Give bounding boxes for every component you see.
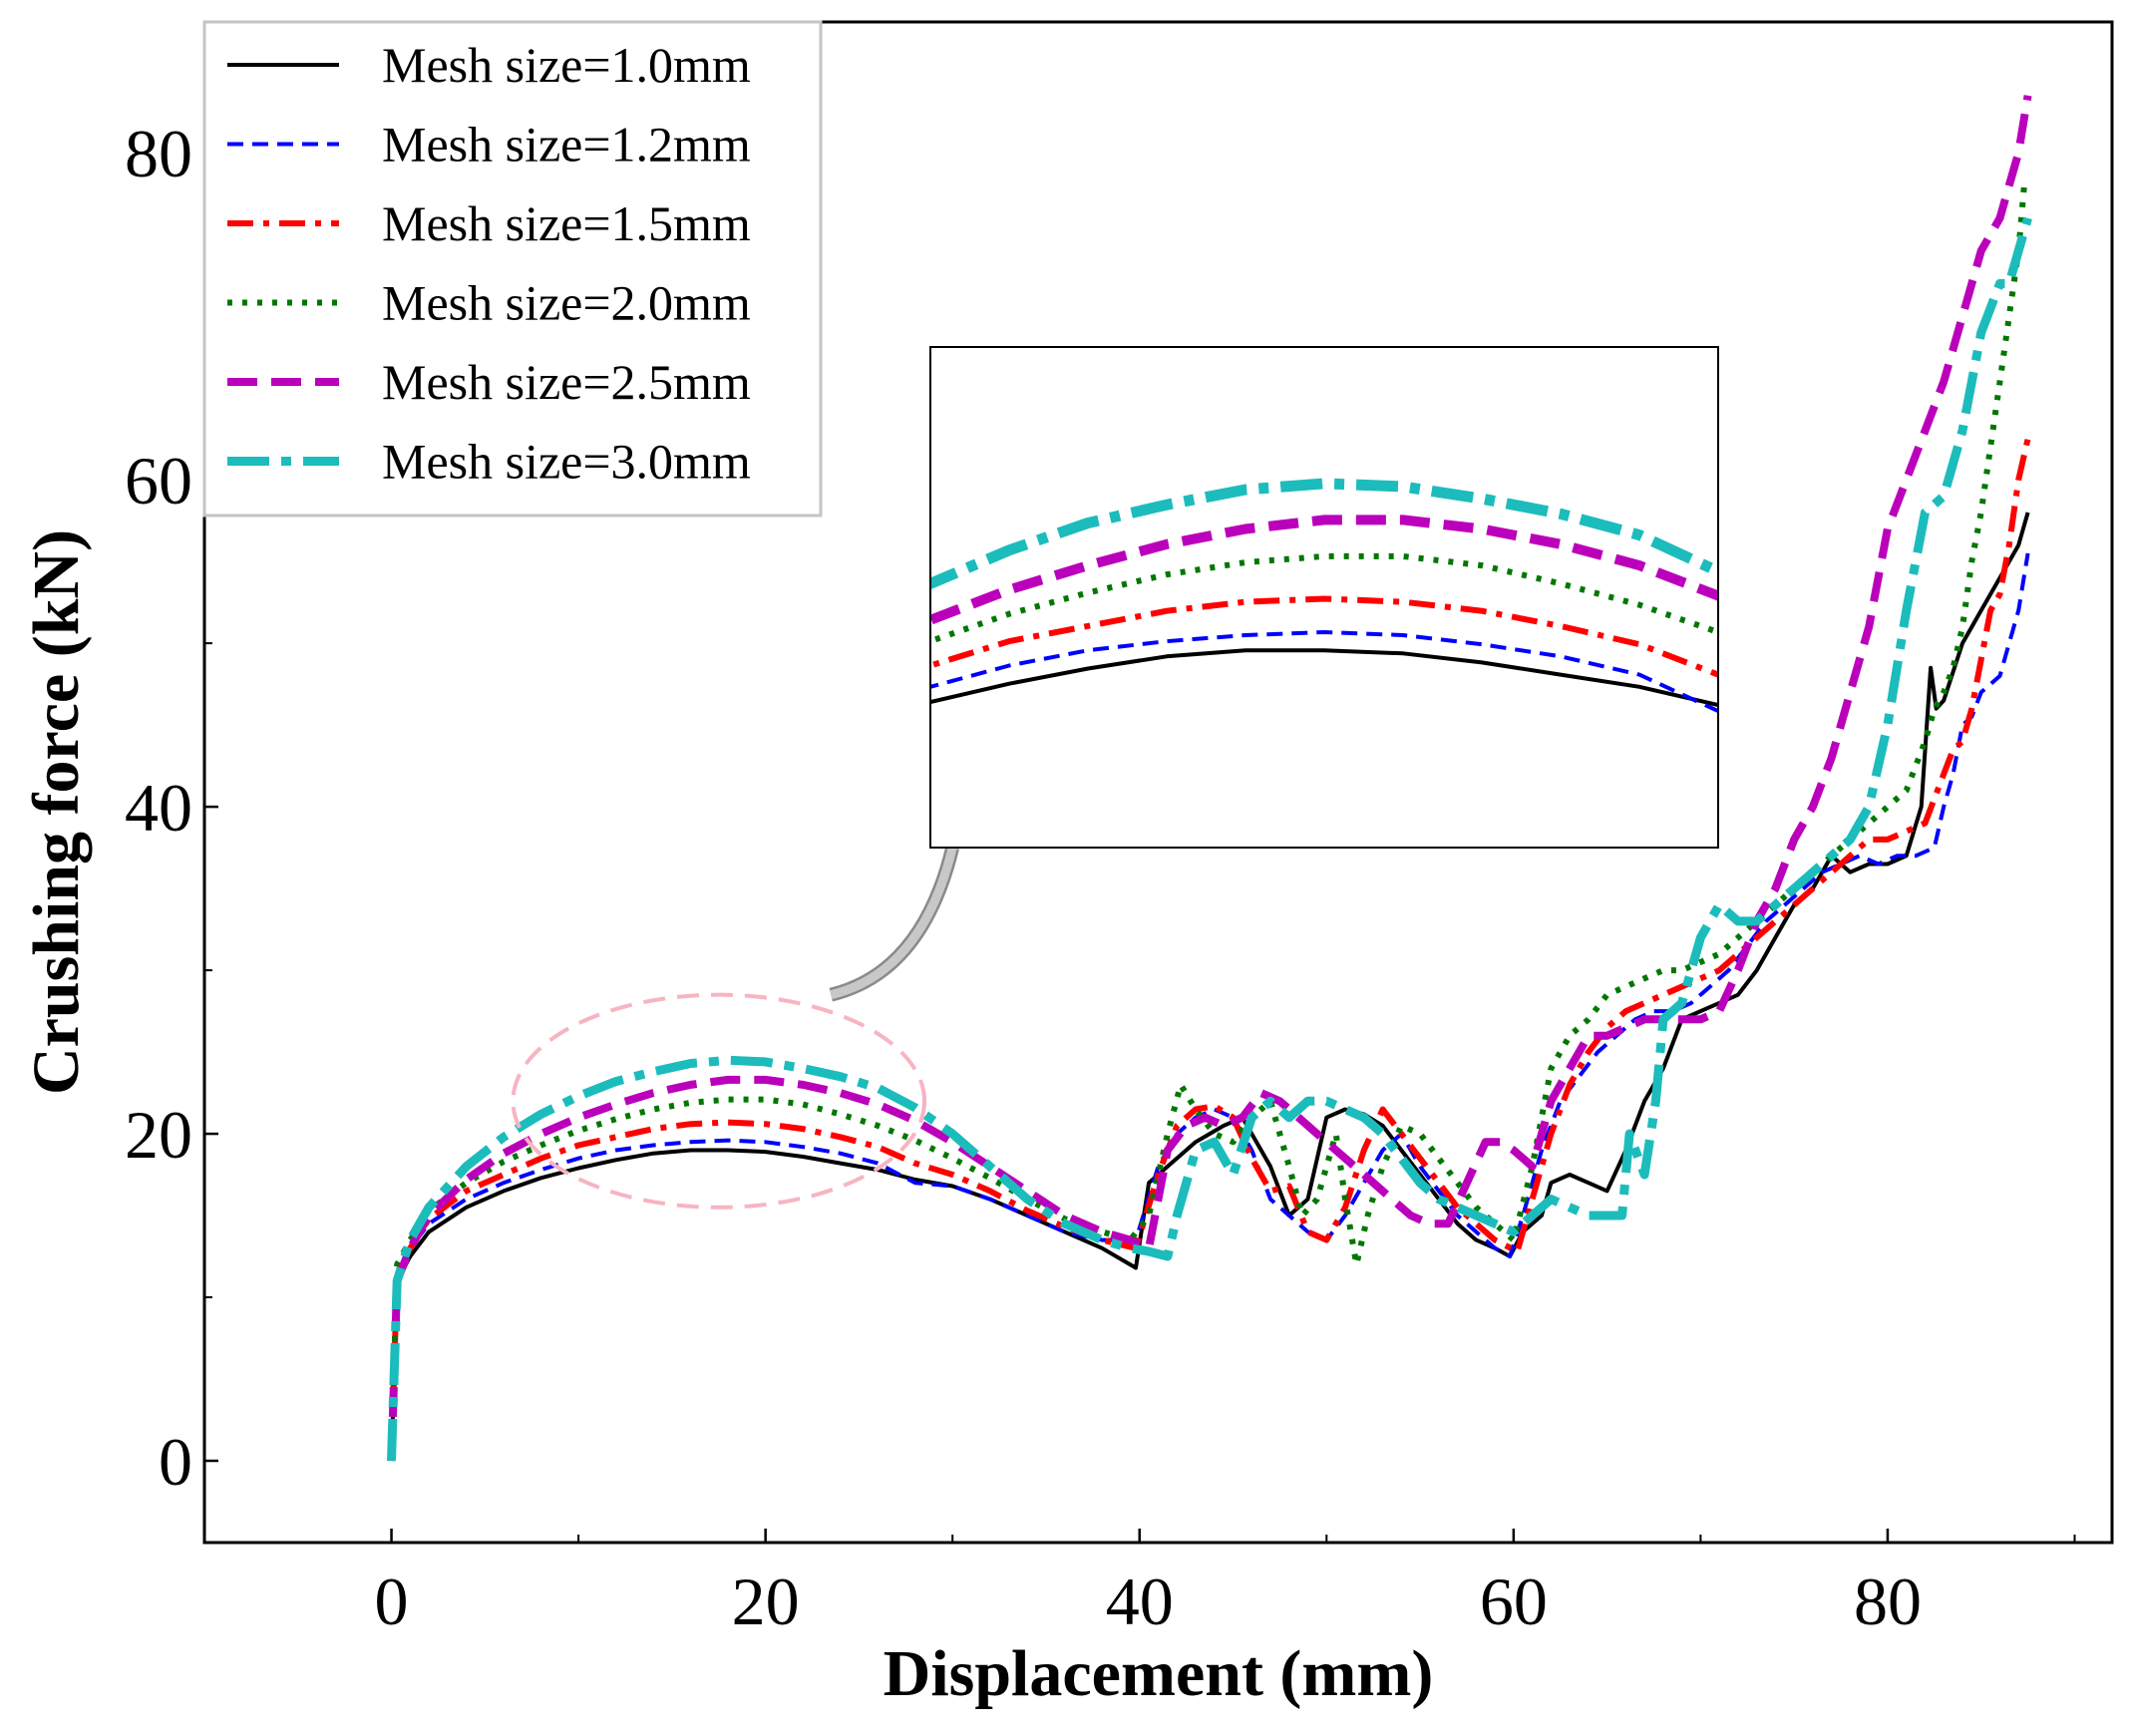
series-layer [387, 95, 2032, 1462]
inset-series-line-1 [930, 648, 1718, 708]
legend-label: Mesh size=1.5mm [382, 195, 751, 251]
y-tick-label: 20 [125, 1097, 192, 1173]
series-line-1 [389, 512, 2030, 1462]
inset-frame [929, 346, 1719, 849]
legend: Mesh size=1.0mm Mesh size=1.2mm Mesh size=… [202, 20, 823, 518]
y-tick-label: 0 [159, 1424, 192, 1500]
series-line-3 [388, 438, 2031, 1462]
y-tick-label: 40 [125, 770, 192, 846]
legend-label: Mesh size=1.0mm [382, 37, 751, 93]
plot-area-frame [202, 20, 2114, 1545]
legend-label: Mesh size=2.5mm [382, 354, 751, 410]
highlight-ellipse [511, 992, 927, 1210]
x-tick-label: 0 [375, 1563, 409, 1639]
x-tick-label: 60 [1480, 1563, 1548, 1639]
x-axis-title: Displacement (mm) [884, 1637, 1434, 1710]
x-tick-label: 20 [732, 1563, 800, 1639]
inset-series-line-2 [930, 630, 1718, 714]
zoom-arrow-body [830, 847, 957, 1000]
legend-box [202, 20, 823, 518]
inset-series-line-3 [930, 595, 1718, 678]
axis-ticks: 0 20 40 60 80 0 20 40 60 80 [125, 116, 2076, 1639]
y-tick-label: 80 [125, 116, 192, 191]
x-tick-label: 80 [1854, 1563, 1922, 1639]
legend-label: Mesh size=2.0mm [382, 275, 751, 331]
inset-zoom-panel [929, 346, 1719, 849]
legend-label: Mesh size=1.2mm [382, 117, 751, 173]
x-tick-label: 40 [1106, 1563, 1174, 1639]
series-line-5 [387, 95, 2032, 1462]
inset-series-line-5 [930, 515, 1718, 626]
inset-series-group [930, 478, 1718, 714]
y-tick-label: 60 [125, 443, 192, 519]
inset-series-line-4 [930, 552, 1718, 645]
inset-series-line-6 [930, 478, 1718, 590]
series-line-2 [389, 552, 2030, 1462]
y-axis-title: Crushing force (kN) [20, 529, 93, 1095]
legend-label: Mesh size=3.0mm [382, 434, 751, 490]
